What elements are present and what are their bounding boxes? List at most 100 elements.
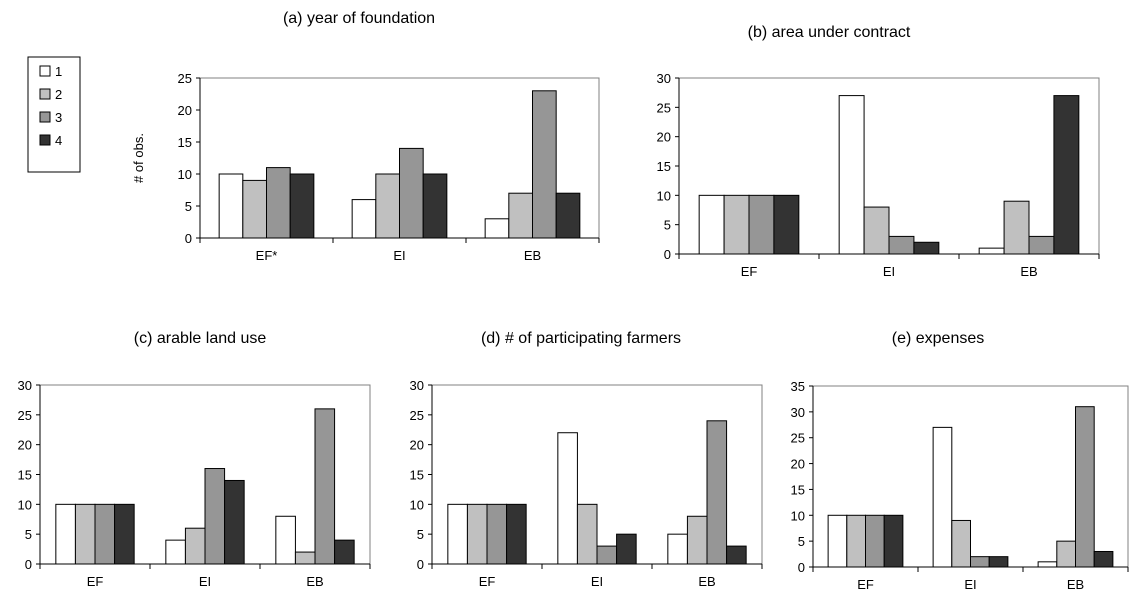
bar-series-2-EF*: [242, 179, 268, 239]
y-tick-label: 10: [791, 508, 805, 523]
bar-series-2-EB: [508, 192, 533, 239]
y-tick-label: 20: [791, 457, 805, 472]
bar-series-1-EF: [698, 194, 725, 255]
bar-series-4-EB: [726, 545, 747, 565]
bar-series-4-EB: [1093, 550, 1114, 568]
y-tick-label: 5: [798, 534, 805, 549]
x-tick-label: EI: [199, 574, 211, 589]
x-tick-label: EF*: [256, 248, 278, 263]
y-tick-label: 25: [657, 100, 671, 115]
chart-a: (a) year of foundation 0 5 10 15 20 25 EF* EI EB #…: [131, 10, 600, 263]
bar-series-3-EI: [888, 235, 915, 255]
bar-series-2-EI: [863, 206, 890, 255]
bar-series-2-EB: [686, 515, 708, 565]
bar-series-3-EB: [314, 408, 336, 565]
bar-series-1-EB: [978, 247, 1005, 255]
x-tick-label: EF: [857, 577, 874, 592]
y-tick-label: 15: [791, 482, 805, 497]
y-tick-label: 30: [18, 378, 32, 393]
bar-series-3-EI: [399, 147, 424, 239]
y-tick-label: 25: [18, 408, 32, 423]
y-tick-label: 25: [410, 408, 424, 423]
bar-series-4-EB: [1053, 95, 1080, 255]
bar-series-4-EB: [555, 192, 581, 239]
bar-series-3-EF: [486, 503, 508, 565]
bar-series-3-EB: [1075, 406, 1095, 568]
legend-label: 1: [55, 64, 62, 79]
chart-e: (e) expenses 0 5 10 15 20 25 30 35 EF EI EB: [791, 330, 1129, 592]
y-tick-label: 15: [18, 468, 32, 483]
x-tick-label: EB: [306, 574, 323, 589]
y-tick-label: 20: [18, 438, 32, 453]
x-tick-label: EF: [87, 574, 104, 589]
y-tick-label: 25: [178, 71, 192, 86]
bar-series-4-EF: [883, 514, 904, 568]
chart-title: (e) expenses: [892, 330, 985, 347]
chart-title: (c) arable land use: [134, 330, 267, 347]
x-tick-label: EI: [591, 574, 603, 589]
bar-series-1-EF*: [218, 173, 244, 239]
bar-series-2-EI: [576, 503, 598, 565]
chart-b: (b) area under contract 0 5 10 15 20 25 30 EF EI E…: [657, 24, 1100, 279]
y-tick-label: 15: [178, 135, 192, 150]
bar-series-3-EB: [532, 90, 557, 239]
x-tick-label: EB: [524, 248, 541, 263]
bar-series-2-EI: [951, 519, 971, 568]
y-tick-label: 10: [178, 167, 192, 182]
bar-series-4-EI: [422, 173, 448, 239]
x-tick-label: EI: [883, 264, 895, 279]
chart-title: (b) area under contract: [748, 24, 911, 41]
bar-series-4-EI: [988, 556, 1009, 568]
bar-series-1-EI: [557, 432, 578, 565]
y-tick-label: 15: [657, 159, 671, 174]
bar-series-2-EB: [1003, 200, 1030, 255]
bar-series-2-EI: [375, 173, 400, 239]
y-tick-label: 0: [798, 560, 805, 575]
x-tick-label: EI: [393, 248, 405, 263]
legend-swatch: [39, 65, 51, 77]
y-axis-label: # of obs.: [131, 133, 146, 183]
x-tick-label: EB: [1020, 264, 1037, 279]
y-tick-label: 30: [791, 405, 805, 420]
chart-d: (d) # of participating farmers 0 5 10 15 20 25…: [410, 330, 763, 589]
y-tick-label: 20: [410, 438, 424, 453]
bar-series-1-EB: [275, 515, 296, 565]
x-tick-label: EF: [479, 574, 496, 589]
y-tick-label: 5: [664, 218, 671, 233]
bar-series-3-EI: [596, 545, 618, 565]
y-tick-label: 0: [25, 557, 32, 572]
x-tick-label: EF: [741, 264, 758, 279]
bar-series-4-EI: [616, 533, 637, 565]
legend-label: 3: [55, 110, 62, 125]
y-tick-label: 10: [657, 188, 671, 203]
bar-series-2-EF: [74, 503, 96, 565]
legend-label: 2: [55, 87, 62, 102]
bar-series-1-EB: [484, 218, 510, 239]
y-tick-label: 35: [791, 379, 805, 394]
bar-series-4-EI: [913, 241, 940, 255]
y-tick-label: 5: [417, 527, 424, 542]
x-tick-label: EI: [964, 577, 976, 592]
bar-series-4-EB: [334, 539, 355, 565]
bar-series-1-EF: [827, 514, 848, 568]
y-tick-label: 10: [18, 497, 32, 512]
bar-series-3-EB: [1028, 235, 1055, 255]
bar-series-3-EI: [970, 556, 990, 568]
bar-series-3-EF: [865, 514, 885, 568]
bar-series-1-EI: [838, 95, 865, 255]
legend: 1 2 3 4: [27, 56, 81, 173]
bar-series-1-EF: [55, 503, 76, 565]
bar-series-2-EB: [294, 551, 316, 565]
bar-series-1-EI: [351, 199, 377, 239]
bar-series-2-EF: [466, 503, 488, 565]
bar-series-3-EI: [204, 468, 226, 565]
bar-series-1-EB: [667, 533, 688, 565]
bar-series-1-EF: [447, 503, 468, 565]
legend-label: 4: [55, 133, 62, 148]
bar-series-2-EI: [184, 527, 206, 565]
y-tick-label: 10: [410, 497, 424, 512]
legend-swatch: [39, 88, 51, 100]
y-tick-label: 0: [417, 557, 424, 572]
bar-series-3-EF*: [266, 167, 291, 239]
bar-series-2-EF: [846, 514, 866, 568]
